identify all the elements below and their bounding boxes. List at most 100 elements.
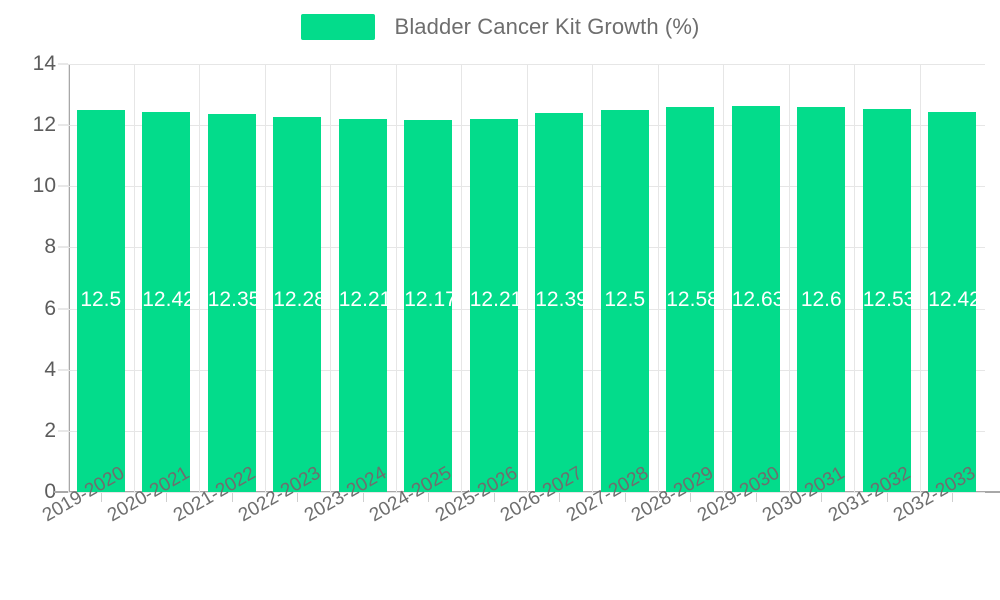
bar-value-label: 12.42 <box>142 288 191 311</box>
bar-value-label: 12.21 <box>338 288 387 311</box>
gridline-horizontal <box>68 186 985 188</box>
x-axis-tick-mark <box>559 493 560 502</box>
y-axis-tick-mark <box>58 63 68 65</box>
gridline-horizontal <box>68 369 985 371</box>
bar[interactable] <box>404 119 453 492</box>
y-axis-tick-mark <box>58 185 68 187</box>
gridline-horizontal <box>68 125 985 127</box>
gridline-vertical <box>134 64 135 492</box>
bar[interactable] <box>142 112 191 492</box>
bar[interactable] <box>469 118 518 492</box>
x-axis-tick-mark <box>166 493 167 502</box>
bar-group: 12.35 <box>207 64 256 492</box>
y-axis-tick-label: 8 <box>44 235 56 259</box>
gridline-horizontal <box>68 492 985 493</box>
bar-group: 12.58 <box>666 64 715 492</box>
bar-value-label: 12.21 <box>469 288 518 311</box>
x-axis-tick-mark <box>494 493 495 502</box>
gridline-vertical <box>199 64 200 492</box>
bar[interactable] <box>797 106 846 492</box>
plot-area: 12.5 12.42 12.35 12.28 12.21 12.17 12.21 12.39 1… <box>68 64 985 493</box>
bar-group: 12.21 <box>338 64 387 492</box>
legend-label: Bladder Cancer Kit Growth (%) <box>394 14 700 39</box>
bar-group: 12.17 <box>404 64 453 492</box>
y-axis-tick-mark <box>58 246 68 248</box>
bar[interactable] <box>76 109 125 492</box>
bar-group: 12.5 <box>76 64 125 492</box>
bar-value-label: 12.35 <box>207 288 256 311</box>
bar-value-label: 12.5 <box>604 288 646 311</box>
y-axis-tick-label: 14 <box>32 52 56 75</box>
bar-value-label: 12.5 <box>80 288 122 311</box>
x-axis-tick-mark <box>625 493 626 502</box>
bar[interactable] <box>535 113 584 492</box>
y-axis-spine <box>68 64 70 493</box>
gridline-vertical <box>592 64 593 492</box>
gridline-vertical <box>723 64 724 492</box>
gridline-vertical <box>920 64 921 492</box>
gridline-horizontal <box>68 247 985 249</box>
y-axis-tick-label: 4 <box>44 357 56 381</box>
gridline-horizontal <box>68 430 985 432</box>
bar[interactable] <box>666 107 715 492</box>
x-axis-tick-mark <box>232 493 233 502</box>
bar[interactable] <box>600 109 649 492</box>
bar[interactable] <box>731 105 780 492</box>
bar[interactable] <box>862 108 911 492</box>
bar-value-label: 12.42 <box>928 288 977 311</box>
y-axis-tick-mark <box>58 124 68 126</box>
bar[interactable] <box>928 112 977 492</box>
bar-value-label: 12.53 <box>862 288 911 311</box>
gridline-vertical <box>68 64 69 492</box>
bar-value-label: 12.17 <box>404 288 453 311</box>
y-axis: 0 2 4 6 8 10 12 14 <box>0 0 68 600</box>
bar-group: 12.53 <box>862 64 911 492</box>
gridline-horizontal <box>68 308 985 310</box>
legend-item-series-0[interactable]: Bladder Cancer Kit Growth (%) <box>300 14 700 40</box>
x-axis-tick-mark <box>952 493 953 502</box>
y-axis-tick-mark <box>58 369 68 371</box>
bar-group: 12.63 <box>731 64 780 492</box>
x-axis-tick-mark <box>428 493 429 502</box>
x-axis-tick-mark <box>887 493 888 502</box>
y-axis-tick-label: 2 <box>44 418 56 442</box>
gridline-vertical <box>789 64 790 492</box>
bar-value-label: 12.28 <box>273 288 322 311</box>
gridline-vertical <box>330 64 331 492</box>
x-axis-tick-mark <box>756 493 757 502</box>
bar-group: 12.6 <box>797 64 846 492</box>
gridline-vertical <box>658 64 659 492</box>
bar-group: 12.5 <box>600 64 649 492</box>
y-axis-tick-mark <box>58 430 68 432</box>
bar[interactable] <box>207 114 256 492</box>
gridline-vertical <box>527 64 528 492</box>
bar-value-label: 12.63 <box>731 288 780 311</box>
x-axis-tick-mark <box>363 493 364 502</box>
x-axis-tick-mark <box>297 493 298 502</box>
y-axis-tick-mark <box>58 308 68 310</box>
gridline-vertical <box>396 64 397 492</box>
bar-value-label: 12.58 <box>666 288 715 311</box>
gridline-vertical <box>461 64 462 492</box>
x-axis-tick-mark <box>821 493 822 502</box>
legend-color-swatch <box>300 14 375 40</box>
bar-group: 12.21 <box>469 64 518 492</box>
bar-value-label: 12.39 <box>535 288 584 311</box>
bar-value-label: 12.6 <box>800 288 842 311</box>
y-axis-tick-label: 6 <box>44 296 56 320</box>
bar[interactable] <box>338 118 387 492</box>
bar-group: 12.42 <box>142 64 191 492</box>
gridline-vertical <box>854 64 855 492</box>
gridline-vertical <box>265 64 266 492</box>
x-axis-tick-mark <box>101 493 102 502</box>
bar-group: 12.28 <box>273 64 322 492</box>
bar-group: 12.39 <box>535 64 584 492</box>
chart-legend: Bladder Cancer Kit Growth (%) <box>0 14 1000 40</box>
y-axis-tick-label: 10 <box>32 174 56 198</box>
y-axis-tick-label: 12 <box>32 113 56 137</box>
y-axis-tick-label: 0 <box>44 480 56 503</box>
gridline-horizontal <box>68 64 985 65</box>
bar[interactable] <box>273 116 322 492</box>
bar-group: 12.42 <box>928 64 977 492</box>
